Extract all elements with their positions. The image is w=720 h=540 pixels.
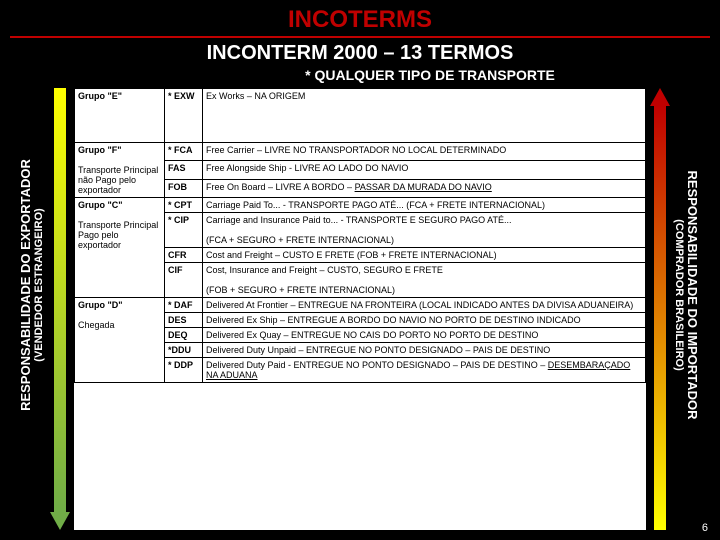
desc-cip: Carriage and Insurance Paid to... - TRAN… (203, 213, 646, 248)
group-f-label: Grupo "F" (78, 145, 122, 155)
code-ddp: * DDP (165, 358, 203, 383)
arrow-shaft (654, 106, 666, 530)
code-deq: DEQ (165, 328, 203, 343)
desc-cpt: Carriage Paid To... - TRANSPORTE PAGO AT… (203, 198, 646, 213)
group-c-label: Grupo "C" (78, 200, 123, 210)
code-cif: CIF (165, 263, 203, 298)
table-row: Grupo "F" Transporte Principal não Pago … (75, 143, 646, 161)
table-row: Grupo "D" Chegada * DAF Delivered At Fro… (75, 298, 646, 313)
desc-exw: Ex Works – NA ORIGEM (203, 89, 646, 143)
code-exw: * EXW (165, 89, 203, 143)
group-d-sub: Chegada (78, 320, 115, 330)
code-fob: FOB (165, 179, 203, 197)
code-daf: * DAF (165, 298, 203, 313)
content-area: Grupo "E" * EXW Ex Works – NA ORIGEM Gru… (50, 88, 670, 530)
subtitle: INCONTERM 2000 – 13 TERMOS (0, 38, 720, 67)
group-d-label: Grupo "D" (78, 300, 123, 310)
right-arrow (650, 88, 670, 530)
desc-cif: Cost, Insurance and Freight – CUSTO, SEG… (203, 263, 646, 298)
arrow-down-icon (50, 512, 70, 530)
left-arrow (50, 88, 70, 530)
desc-cfr: Cost and Freight – CUSTO E FRETE (FOB + … (203, 248, 646, 263)
code-fca: * FCA (165, 143, 203, 161)
page-number: 6 (702, 522, 708, 534)
desc-ddp: Delivered Duty Paid - ENTREGUE NO PONTO … (203, 358, 646, 383)
desc-fca: Free Carrier – LIVRE NO TRANSPORTADOR NO… (203, 143, 646, 161)
table-row: Grupo "C" Transporte Principal Pago pelo… (75, 198, 646, 213)
code-fas: FAS (165, 161, 203, 179)
code-ddu: *DDU (165, 343, 203, 358)
code-cip: * CIP (165, 213, 203, 248)
code-cpt: * CPT (165, 198, 203, 213)
left-label-text: RESPONSABILIDADE DO EXPORTADOR (18, 159, 33, 411)
right-label-text: RESPONSABILIDADE DO IMPORTADOR (685, 171, 700, 420)
arrow-shaft (54, 88, 66, 512)
desc-des: Delivered Ex Ship – ENTREGUE A BORDO DO … (203, 313, 646, 328)
left-axis-label: RESPONSABILIDADE DO EXPORTADOR (VENDEDOR… (18, 70, 45, 500)
desc-deq: Delivered Ex Quay – ENTREGUE NO CAIS DO … (203, 328, 646, 343)
desc-daf: Delivered At Frontier – ENTREGUE NA FRON… (203, 298, 646, 313)
transport-note: * QUALQUER TIPO DE TRANSPORTE (0, 67, 720, 83)
group-c: Grupo "C" Transporte Principal Pago pelo… (75, 198, 165, 298)
group-c-sub: Transporte Principal Pago pelo exportado… (78, 220, 158, 250)
main-title: INCOTERMS (0, 0, 720, 36)
incoterms-table: Grupo "E" * EXW Ex Works – NA ORIGEM Gru… (74, 88, 646, 530)
code-des: DES (165, 313, 203, 328)
group-e: Grupo "E" (75, 89, 165, 143)
group-f-sub: Transporte Principal não Pago pelo expor… (78, 165, 158, 195)
right-axis-label: RESPONSABILIDADE DO IMPORTADOR (COMPRADO… (673, 80, 700, 510)
desc-fas: Free Alongside Ship - LIVRE AO LADO DO N… (203, 161, 646, 179)
code-cfr: CFR (165, 248, 203, 263)
group-f: Grupo "F" Transporte Principal não Pago … (75, 143, 165, 198)
left-label-sub: (VENDEDOR ESTRANGEIRO) (33, 70, 45, 500)
right-label-sub: (COMPRADOR BRASILEIRO) (673, 80, 685, 510)
desc-ddu: Delivered Duty Unpaid – ENTREGUE NO PONT… (203, 343, 646, 358)
desc-fob: Free On Board – LIVRE A BORDO – PASSAR D… (203, 179, 646, 197)
arrow-up-icon (650, 88, 670, 106)
table-row: Grupo "E" * EXW Ex Works – NA ORIGEM (75, 89, 646, 143)
group-d: Grupo "D" Chegada (75, 298, 165, 383)
